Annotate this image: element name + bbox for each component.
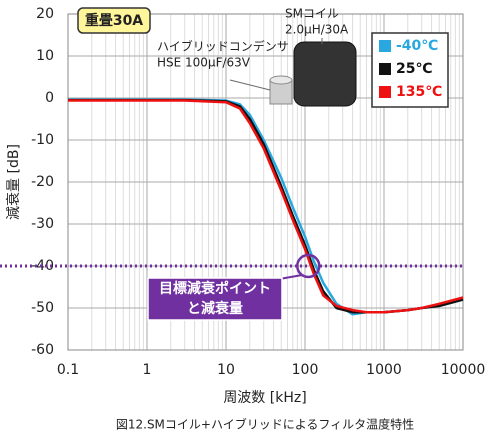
inductor-body: [293, 41, 357, 107]
y-tick-label: -30: [31, 216, 54, 232]
x-tick-label: 100: [292, 362, 319, 378]
label-leader: [229, 79, 271, 91]
badge-box: [77, 7, 151, 34]
badge-text: 重畳30A: [85, 12, 143, 29]
y-axis-label: 減衰量 [dB]: [5, 144, 22, 220]
y-tick-label: 10: [36, 48, 54, 64]
annotation-text: と減衰量: [187, 300, 243, 317]
legend-label: 25℃: [396, 61, 432, 77]
legend-label: 135℃: [396, 84, 442, 100]
target-circle: [296, 253, 321, 279]
x-tick-label: 1: [143, 362, 152, 378]
legend-label: -40℃: [396, 38, 438, 54]
annotation-box: [147, 277, 283, 321]
x-tick-label: 1000: [366, 362, 402, 378]
y-tick-label: -60: [31, 342, 54, 358]
component-label: ハイブリッドコンデンサ: [157, 39, 289, 54]
legend-swatch: [379, 86, 391, 98]
y-tick-label: -20: [31, 174, 54, 190]
x-tick-label: 10000: [441, 362, 486, 378]
capacitor-top: [269, 75, 293, 85]
legend-swatch: [379, 40, 391, 52]
annotation-text: 目標減衰ポイント: [159, 280, 271, 297]
legend-swatch: [379, 63, 391, 75]
component-label: 2.0μH/30A: [285, 23, 349, 37]
series-line: [68, 99, 464, 314]
x-tick-label: 10: [217, 362, 235, 378]
y-tick-label: -40: [31, 258, 54, 274]
caption: 図12.SMコイル+ハイブリッドによるフィルタ温度特性: [116, 417, 414, 432]
x-tick-label: 0.1: [57, 362, 79, 378]
plot-frame: [67, 13, 464, 351]
y-tick-label: -50: [31, 300, 54, 316]
component-label: HSE 100μF/63V: [157, 56, 251, 70]
y-tick-label: -10: [31, 132, 54, 148]
y-tick-label: 0: [45, 90, 54, 106]
x-axis-label: 周波数 [kHz]: [223, 390, 306, 406]
component-label: SMコイル: [285, 7, 339, 21]
y-tick-label: 20: [36, 6, 54, 22]
